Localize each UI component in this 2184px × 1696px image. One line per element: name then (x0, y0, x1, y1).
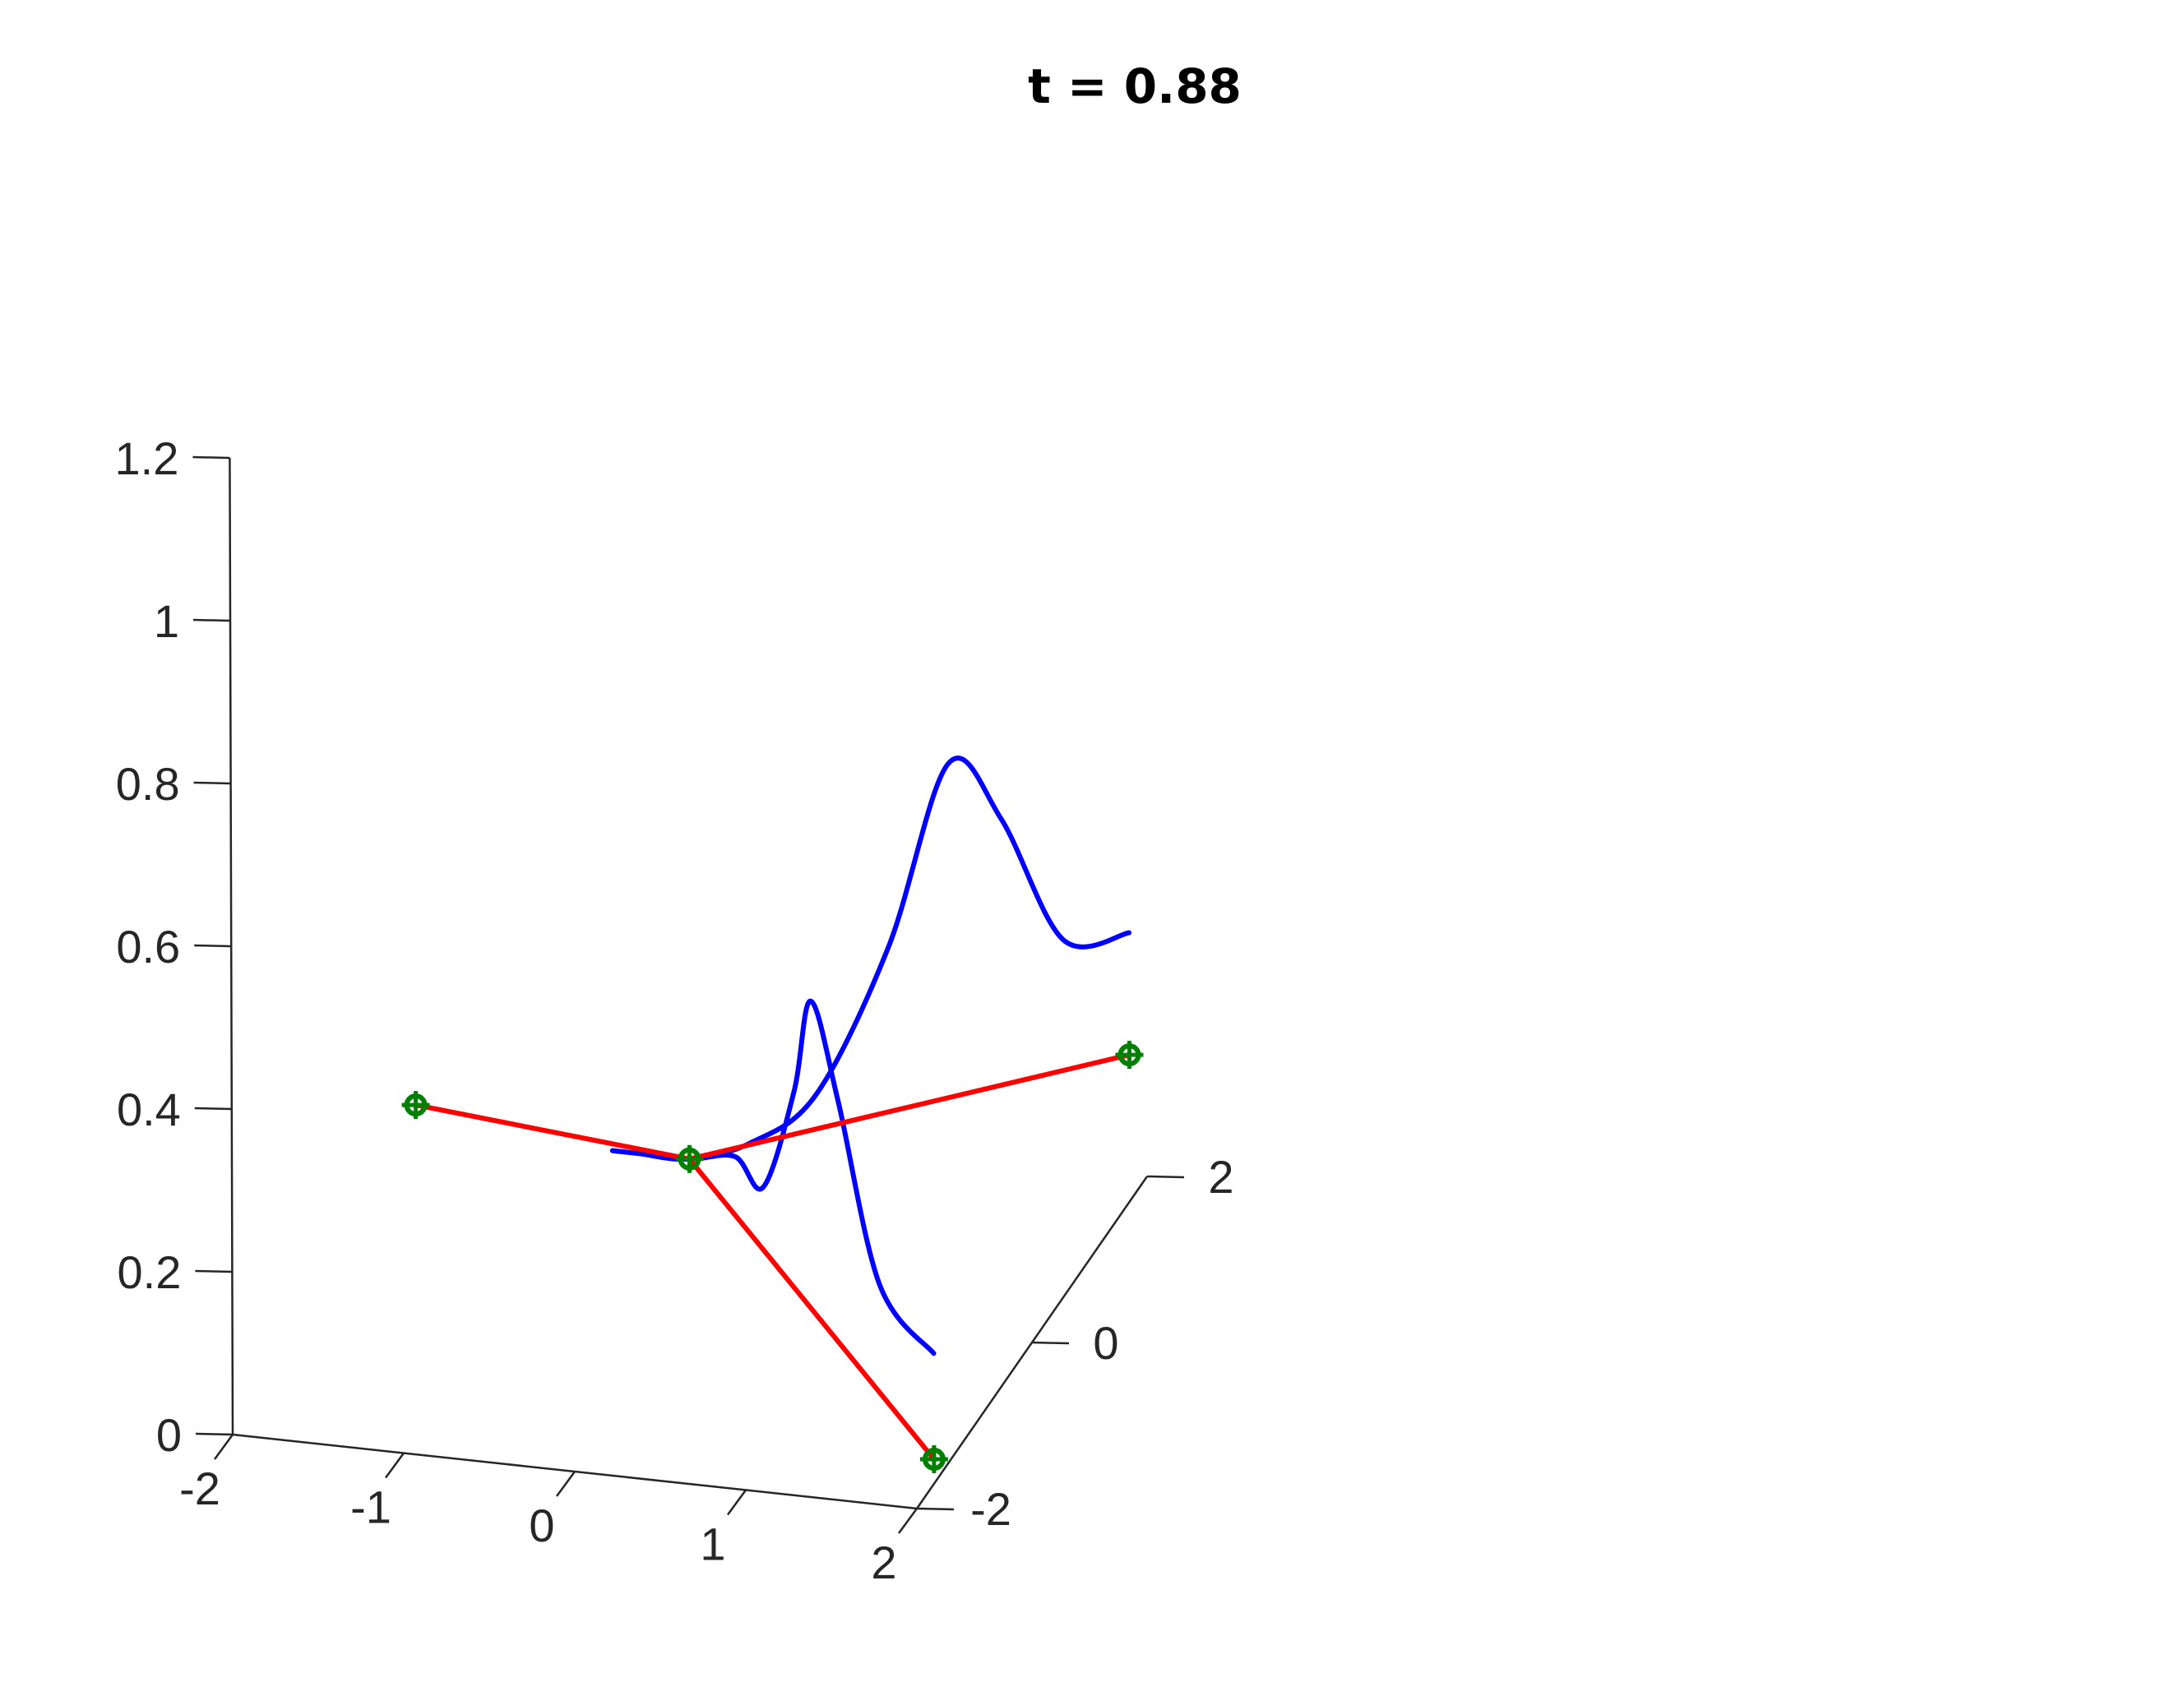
wave-curve-2 (609, 998, 937, 1356)
x-tick-label: 1 (700, 1518, 725, 1570)
z-tick-label: 0.4 (117, 1084, 181, 1135)
node-marker-1 (401, 1091, 430, 1120)
y-tick-label: -2 (970, 1483, 1011, 1535)
z-tick-label: 0.6 (116, 921, 180, 973)
z-tick-label: 1.2 (115, 432, 179, 484)
z-tick-label: 0.8 (116, 758, 180, 810)
z-tick-mark (192, 618, 231, 622)
x-tick-mark (897, 1508, 918, 1534)
x-tick-label: -2 (179, 1463, 220, 1514)
x-tick-mark (726, 1489, 747, 1516)
rod-line-2 (687, 1052, 1132, 1162)
z-tick-mark (194, 1107, 232, 1111)
z-tick-label: 0.2 (118, 1246, 182, 1298)
node-marker-4 (919, 1445, 948, 1473)
y-tick-mark (1031, 1341, 1070, 1345)
x-tick-label: 0 (529, 1500, 554, 1551)
y-tick-label: 2 (1208, 1151, 1233, 1203)
z-tick-mark (194, 944, 232, 948)
plot-area (401, 756, 1144, 1473)
x-tick-label: -1 (350, 1481, 391, 1533)
x-tick-mark (555, 1471, 576, 1497)
z-tick-mark (192, 455, 230, 460)
z-tick-mark (195, 1432, 234, 1436)
z-tick-label: 1 (154, 595, 179, 647)
rod-line-3 (687, 1156, 937, 1462)
z-tick-label: 0 (156, 1409, 182, 1461)
y-tick-label: 0 (1093, 1317, 1118, 1369)
axes (192, 455, 1185, 1534)
rod-line-1 (413, 1102, 692, 1162)
x-tick-mark (213, 1434, 234, 1460)
y-tick-mark (1146, 1175, 1185, 1179)
wave-curve-1 (609, 756, 1132, 1162)
node-marker-3 (1115, 1041, 1144, 1070)
node-marker-2 (675, 1144, 704, 1173)
x-tick-mark (384, 1452, 405, 1479)
chart-title: t = 0.88 (1028, 58, 1242, 114)
x-tick-label: 2 (871, 1537, 896, 1588)
z-tick-mark (195, 1269, 233, 1273)
